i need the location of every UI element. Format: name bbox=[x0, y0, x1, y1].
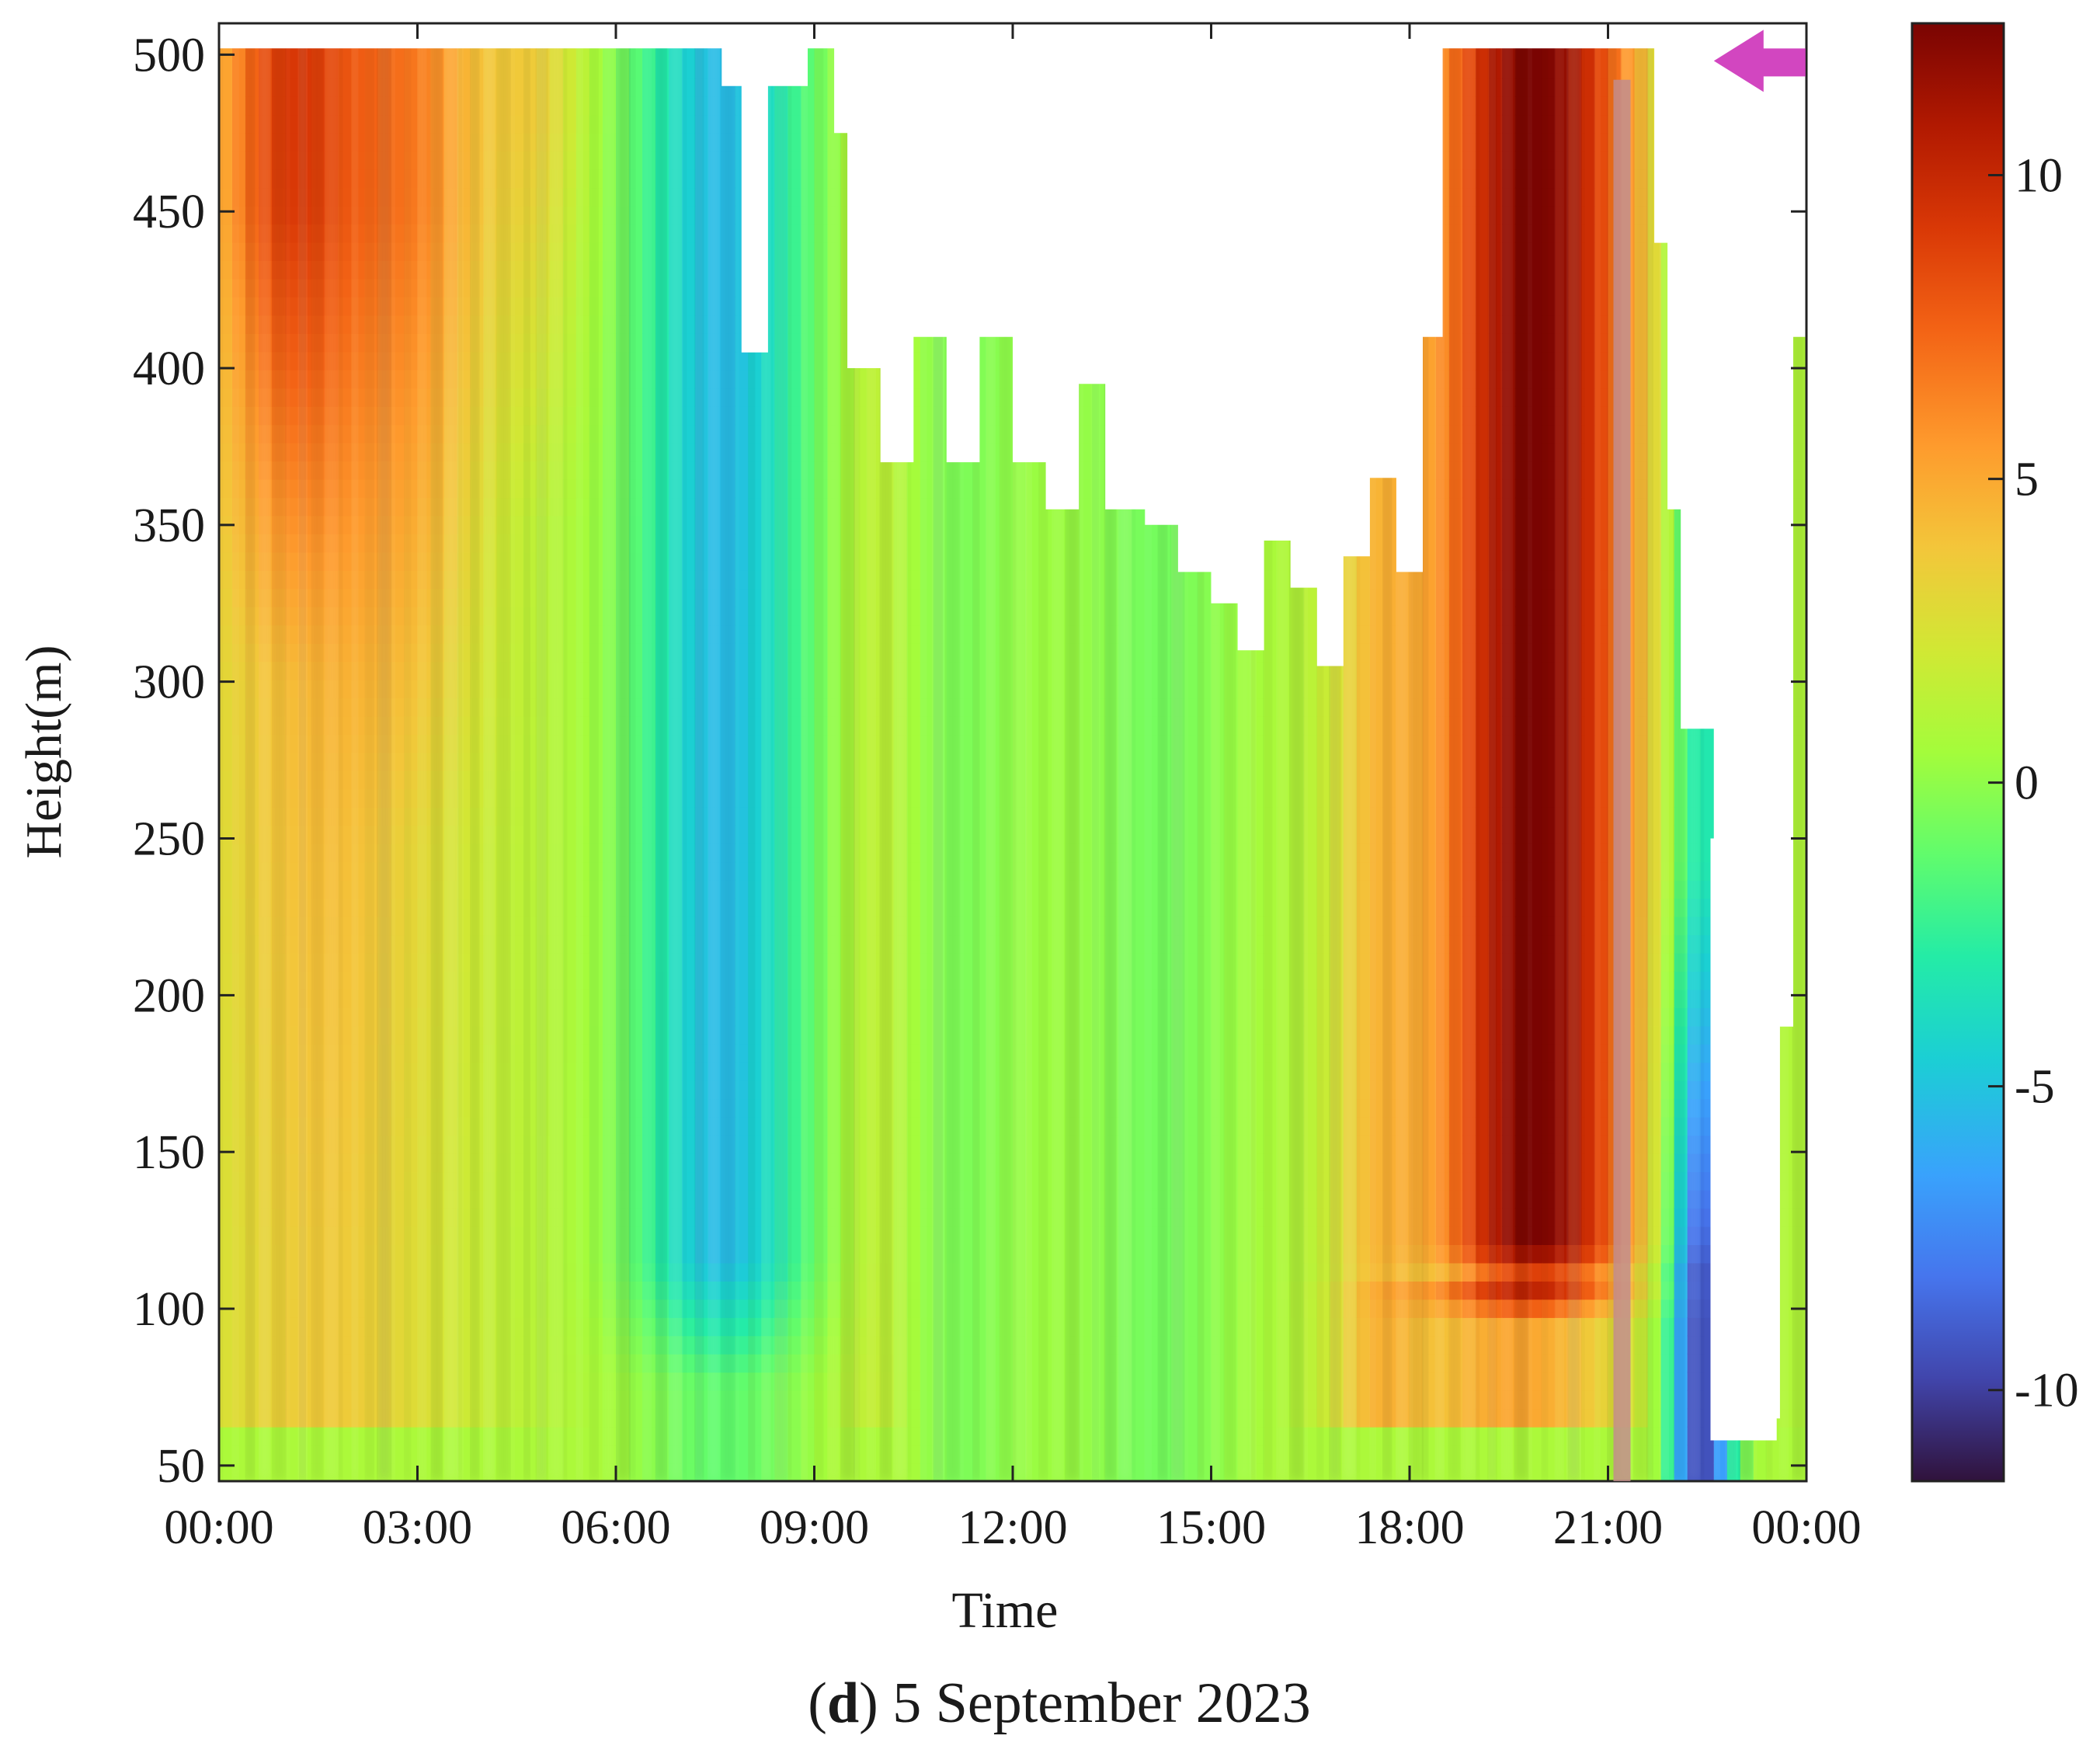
heatmap-plot-area bbox=[219, 23, 1806, 1481]
